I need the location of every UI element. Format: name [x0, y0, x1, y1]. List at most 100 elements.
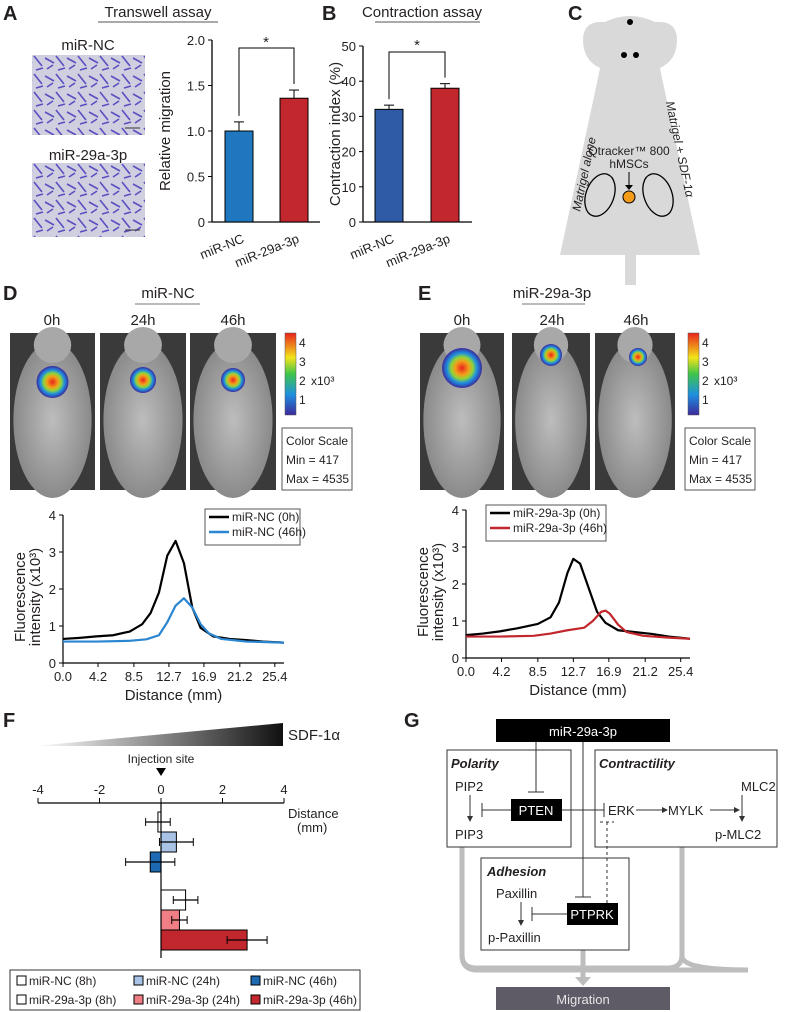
mouse-tail	[625, 255, 636, 285]
y-tick-label: 4	[49, 508, 56, 523]
y-axis-label: Fluorescence	[12, 552, 29, 642]
legend	[485, 504, 607, 542]
time-label: 0h	[44, 312, 61, 329]
time-label: 0h	[454, 312, 471, 329]
legend-label: miR-NC (8h)	[29, 974, 96, 988]
paxillin-label: Paxillin	[496, 886, 537, 901]
micrograph-mir-nc	[32, 55, 145, 135]
x-tick-label: 12.7	[156, 669, 181, 684]
ptprk-label: PTPRK	[570, 907, 614, 922]
x-axis-label: Distance	[288, 806, 339, 821]
panel-a-title: Transwell assay	[105, 4, 212, 21]
mylk-label: MYLK	[668, 803, 704, 818]
arrowhead-icon	[662, 807, 668, 813]
erk-label: ERK	[608, 803, 635, 818]
mirna-box	[496, 719, 670, 742]
color-scale-unit: x10³	[714, 374, 737, 388]
x-tick-label: 16.9	[191, 669, 216, 684]
color-scale-tick: 1	[702, 393, 709, 407]
hmscs-label: hMSCs	[609, 157, 648, 171]
y-tick-label: 3	[49, 545, 56, 560]
color-scale-max: Max = 4535	[689, 472, 752, 486]
x-tick-label: 2	[219, 782, 226, 797]
fluorescence-signal	[442, 348, 482, 388]
color-scale-tick: 4	[299, 336, 306, 350]
x-tick-label: 25.4	[668, 664, 693, 679]
contractility-label: Contractility	[599, 756, 676, 771]
migration-box	[496, 987, 670, 1010]
y-tick-label: 1	[49, 619, 56, 634]
y-tick-label: 3	[452, 540, 459, 555]
mouse-silhouette	[560, 16, 700, 255]
y-tick-label: 2	[49, 582, 56, 597]
color-scale-bar	[284, 332, 297, 416]
x-tick-label: 16.9	[596, 664, 621, 679]
p-paxillin-label: p-Paxillin	[488, 930, 541, 945]
x-tick-label: 12.7	[561, 664, 586, 679]
color-scale-max: Max = 4535	[286, 472, 349, 486]
fluorescence-signal	[540, 344, 562, 366]
series-line-miR-29a-3p (46h)	[466, 609, 691, 640]
legend-swatch	[133, 975, 144, 986]
sdf-gradient-wedge	[35, 723, 283, 746]
series-line-miR-29a-3p (0h)	[465, 557, 691, 640]
mouse-body	[515, 342, 587, 498]
legend-label: miR-29a-3p (46h)	[263, 993, 357, 1007]
color-scale-box	[684, 427, 756, 491]
adhesion-label: Adhesion	[486, 864, 546, 879]
y-tick-label: 20	[342, 145, 356, 160]
mouse-diagram: Qtracker™ 800 hMSCs Matrigel alone Matri…	[560, 16, 700, 285]
legend-label: miR-NC (24h)	[146, 974, 220, 988]
x-tick-label: -4	[32, 782, 44, 797]
y-tick-label: 2.0	[187, 33, 205, 48]
pip3-label: PIP3	[455, 827, 483, 842]
legend-swatch	[250, 994, 261, 1005]
qtracker-label: Qtracker™ 800	[588, 144, 670, 158]
y-axis-label: Fluorescence	[415, 547, 432, 637]
mouse-head	[33, 327, 72, 363]
mouse-body	[103, 342, 183, 498]
legend	[204, 508, 301, 546]
polarity-label: Polarity	[451, 756, 499, 771]
y-tick-label: 0	[452, 651, 459, 666]
chart-e-fluorescence: 0 1 2 3 4 0.0 4.2 8.5 12.7 16.9 21.2 25.4 Distance (…	[415, 503, 693, 699]
polarity-box	[446, 749, 572, 848]
mouse-body	[598, 342, 672, 498]
y-axis-label: Contraction index (%)	[327, 62, 344, 206]
legend-label: miR-29a-3p (8h)	[29, 993, 116, 1007]
x-axis-label: Distance (mm)	[125, 687, 223, 704]
matrigel-sdf-plug	[642, 173, 674, 217]
legend-label: miR-29a-3p (46h)	[513, 521, 607, 535]
legend-label: miR-NC (46h)	[263, 974, 337, 988]
series-line-miR-NC (46h)	[63, 597, 285, 644]
x-axis-label-unit: (mm)	[297, 820, 327, 835]
color-scale-tick: 3	[702, 355, 709, 369]
contractility-box	[594, 749, 778, 848]
pip2-label: PIP2	[455, 779, 483, 794]
x-axis-label: Distance (mm)	[529, 682, 627, 699]
panel-label-f: F	[3, 710, 15, 732]
x-tick-label: 0.0	[54, 669, 72, 684]
x-tick-label: 8.5	[125, 669, 143, 684]
significance-bracket	[238, 47, 295, 116]
injection-site-marker-icon	[156, 768, 166, 776]
group-header: miR-NC	[141, 285, 194, 302]
y-tick-label: 30	[342, 109, 356, 124]
arrowhead-icon	[575, 977, 591, 986]
panel-label-b: B	[322, 3, 336, 25]
arrowhead-icon	[734, 807, 740, 813]
mouse-body	[193, 342, 273, 498]
y-tick-label: 0	[349, 215, 356, 230]
color-scale-tick: 2	[702, 374, 709, 388]
micrograph-label-29a: miR-29a-3p	[49, 147, 127, 164]
mouse-head	[214, 327, 252, 363]
mouse-body	[423, 342, 501, 498]
mouse-head	[124, 327, 162, 363]
flow-curve	[459, 954, 685, 971]
time-label: 24h	[130, 312, 155, 329]
mouse-body	[13, 342, 92, 498]
x-tick-label: miR-29a-3p	[384, 231, 453, 270]
legend-swatch	[250, 975, 261, 986]
